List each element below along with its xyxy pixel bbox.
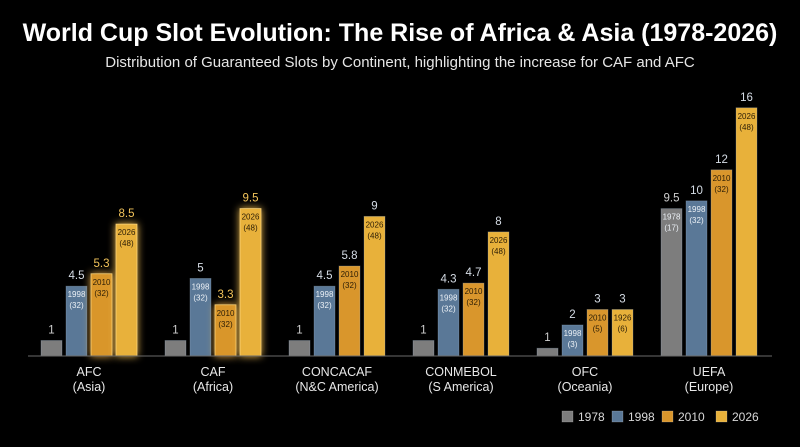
bar-ofc-1978 bbox=[536, 347, 559, 357]
value-label: 3 bbox=[619, 293, 625, 305]
bar-year-label: 1998 bbox=[192, 282, 210, 291]
legend-swatch-2026 bbox=[715, 410, 728, 423]
bar-year-label: 2010 bbox=[93, 278, 111, 287]
bar-year-label: 1998 bbox=[68, 290, 86, 299]
legend-swatch-2010 bbox=[661, 410, 674, 423]
bar-teams-label: (17) bbox=[664, 224, 679, 233]
chart-title: World Cup Slot Evolution: The Rise of Af… bbox=[23, 19, 778, 47]
value-label: 4.3 bbox=[441, 273, 457, 285]
bar-teams-label: (48) bbox=[739, 123, 754, 132]
legend-label: 1978 bbox=[578, 410, 605, 424]
bar-area: 1 4.5 1998 (32) 5.3 2010 (32) 8.5 2026 (48) 1 5 1998… bbox=[40, 92, 758, 357]
bar-year-label: 2026 bbox=[118, 228, 136, 237]
bar-year-label: 1978 bbox=[663, 213, 681, 222]
value-label: 10 bbox=[690, 185, 703, 197]
value-label: 9 bbox=[371, 200, 377, 212]
category-name: CONMEBOL bbox=[425, 365, 497, 379]
category-name: UEFA bbox=[693, 365, 726, 379]
category-region: (Africa) bbox=[193, 380, 233, 394]
bar-concacaf-1978 bbox=[288, 340, 311, 357]
bar-concacaf-2010 bbox=[338, 265, 361, 357]
bar-teams-label: (48) bbox=[491, 247, 506, 256]
bar-caf-1978 bbox=[164, 340, 187, 357]
value-label: 8.5 bbox=[119, 208, 135, 220]
bar-year-label: 2010 bbox=[589, 313, 607, 322]
bar-teams-label: (32) bbox=[342, 281, 357, 290]
value-label: 5 bbox=[197, 262, 203, 274]
bar-teams-label: (48) bbox=[243, 224, 258, 233]
bar-year-label: 2026 bbox=[366, 220, 384, 229]
bar-afc-1978 bbox=[40, 340, 63, 357]
value-label: 1 bbox=[172, 324, 178, 336]
bar-year-label: 1998 bbox=[688, 205, 706, 214]
value-label: 5.8 bbox=[342, 250, 358, 262]
chart-subtitle: Distribution of Guaranteed Slots by Cont… bbox=[105, 54, 695, 71]
bar-teams-label: (32) bbox=[689, 216, 704, 225]
value-label: 3.3 bbox=[218, 289, 234, 301]
value-label: 12 bbox=[715, 154, 728, 166]
bar-year-label: 1926 bbox=[614, 313, 632, 322]
bar-year-label: 2026 bbox=[242, 213, 260, 222]
bar-teams-label: (6) bbox=[618, 324, 628, 333]
category-name: AFC bbox=[77, 365, 102, 379]
bar-uefa-2010 bbox=[710, 169, 733, 357]
value-label: 16 bbox=[740, 92, 753, 104]
value-label: 1 bbox=[296, 324, 302, 336]
bar-conmebol-1978 bbox=[412, 340, 435, 357]
legend-label: 2026 bbox=[732, 410, 759, 424]
bar-teams-label: (32) bbox=[317, 301, 332, 310]
category-region: (Europe) bbox=[685, 380, 734, 394]
value-label: 3 bbox=[594, 293, 600, 305]
bar-teams-label: (3) bbox=[568, 340, 578, 349]
bar-teams-label: (48) bbox=[367, 231, 382, 240]
value-label: 1 bbox=[544, 332, 550, 344]
value-label: 8 bbox=[495, 216, 501, 228]
bar-teams-label: (32) bbox=[69, 301, 84, 310]
bar-teams-label: (32) bbox=[218, 320, 233, 329]
value-label: 9.5 bbox=[243, 193, 259, 205]
bar-teams-label: (48) bbox=[119, 239, 134, 248]
value-label: 1 bbox=[48, 324, 54, 336]
bar-year-label: 2026 bbox=[490, 236, 508, 245]
value-label: 4.5 bbox=[69, 270, 85, 282]
bar-teams-label: (32) bbox=[441, 304, 456, 313]
bar-teams-label: (32) bbox=[466, 298, 481, 307]
category-name: CONCACAF bbox=[302, 365, 373, 379]
legend-swatch-1978 bbox=[561, 410, 574, 423]
category-region: (N&C America) bbox=[295, 380, 378, 394]
bar-year-label: 1998 bbox=[440, 293, 458, 302]
legend: 1978 1998 2010 2026 bbox=[561, 410, 759, 424]
category-region: (Asia) bbox=[73, 380, 106, 394]
bar-uefa-2026 bbox=[735, 107, 758, 357]
category-region: (S America) bbox=[428, 380, 493, 394]
bar-teams-label: (32) bbox=[193, 293, 208, 302]
bar-teams-label: (32) bbox=[714, 185, 729, 194]
bar-year-label: 1998 bbox=[564, 329, 582, 338]
value-label: 1 bbox=[420, 324, 426, 336]
category-region: (Oceania) bbox=[558, 380, 613, 394]
value-label: 5.3 bbox=[94, 258, 110, 270]
legend-swatch-1998 bbox=[611, 410, 624, 423]
bar-year-label: 2010 bbox=[341, 270, 359, 279]
value-label: 4.5 bbox=[317, 270, 333, 282]
bar-year-label: 2010 bbox=[465, 287, 483, 296]
value-label: 4.7 bbox=[466, 267, 482, 279]
legend-label: 1998 bbox=[628, 410, 655, 424]
bar-teams-label: (32) bbox=[94, 289, 109, 298]
category-labels: AFC(Asia) CAF(Africa) CONCACAF(N&C America… bbox=[73, 365, 734, 394]
value-label: 2 bbox=[569, 309, 575, 321]
legend-label: 2010 bbox=[678, 410, 705, 424]
category-name: OFC bbox=[572, 365, 598, 379]
bar-year-label: 2010 bbox=[713, 174, 731, 183]
bar-year-label: 2026 bbox=[738, 112, 756, 121]
category-name: CAF bbox=[201, 365, 226, 379]
bar-teams-label: (5) bbox=[593, 324, 603, 333]
bar-year-label: 2010 bbox=[217, 309, 235, 318]
value-label: 9.5 bbox=[664, 193, 680, 205]
bar-year-label: 1998 bbox=[316, 290, 334, 299]
